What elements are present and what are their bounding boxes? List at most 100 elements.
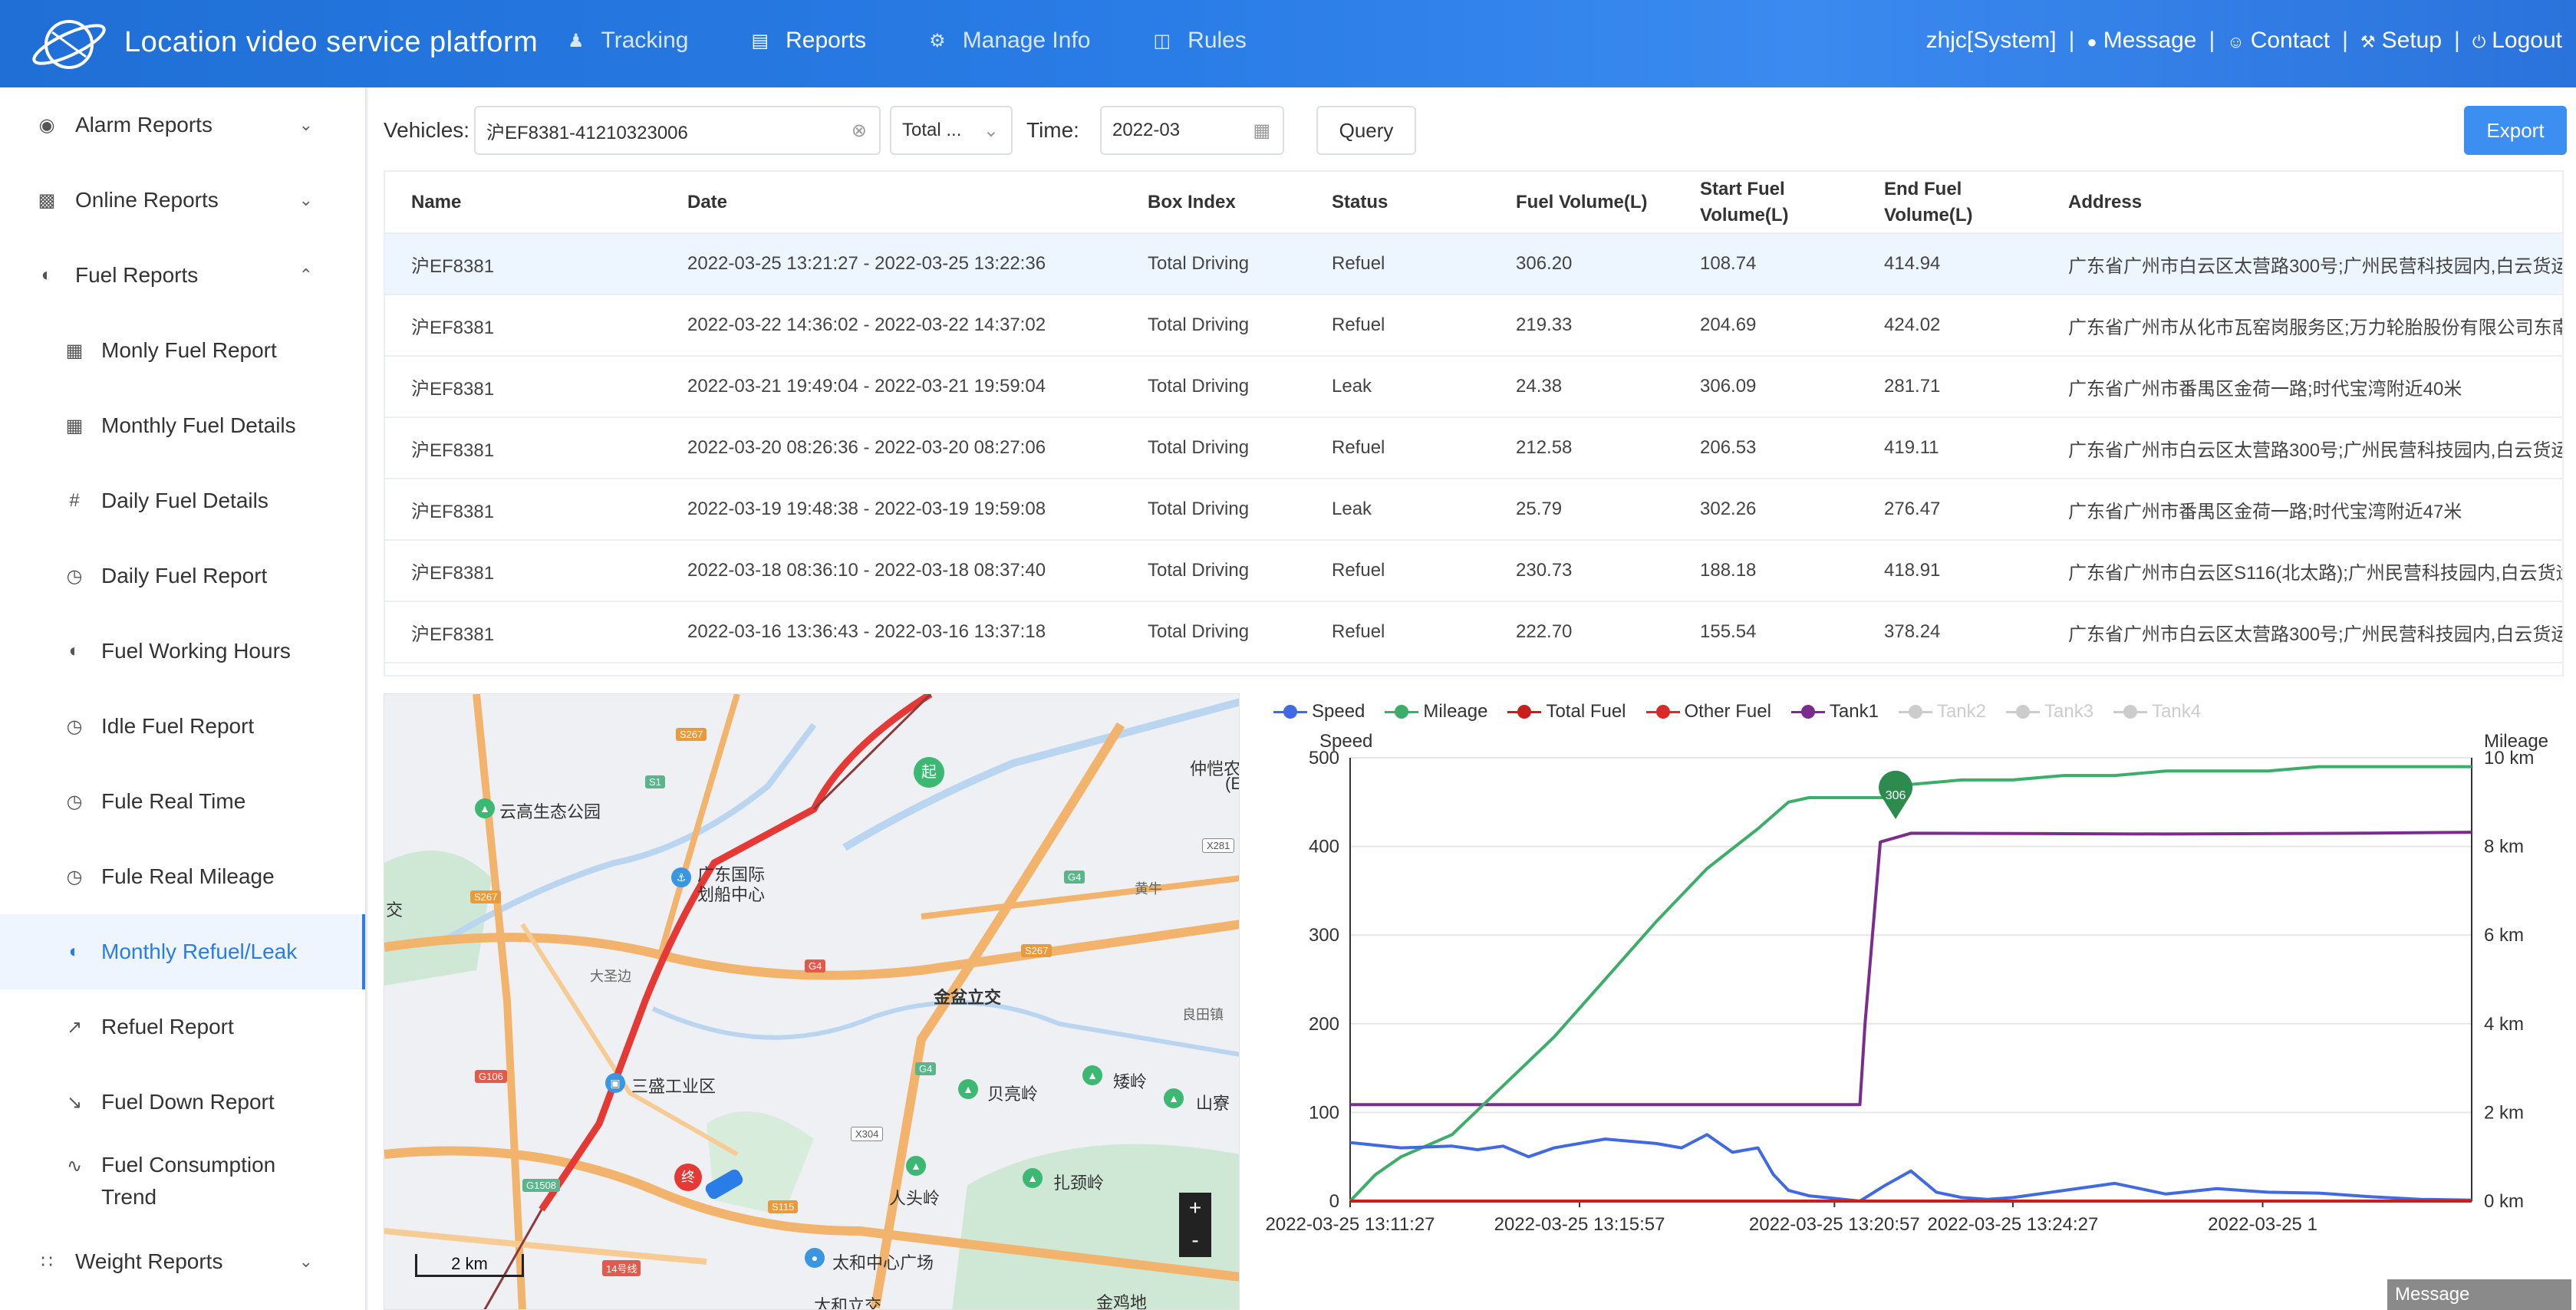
legend-item[interactable]: Mileage — [1385, 701, 1487, 722]
table-row[interactable]: 沪EF8381 2022-03-16 13:36:43 - 2022-03-16 … — [385, 601, 2562, 663]
legend-item[interactable]: Tank2 — [1898, 701, 1986, 722]
table-cell: 广东省广州市番禺区金荷一路;时代宝湾附近47米 — [2042, 479, 2562, 541]
boat-icon[interactable]: ⚓ — [671, 867, 691, 887]
message-link[interactable]: ● Message — [2087, 28, 2196, 54]
legend-item[interactable]: Other Fuel — [1645, 701, 1771, 722]
table-cell: Leak — [1306, 479, 1490, 541]
map-place-label: 大圣边 — [590, 969, 631, 984]
table-cell: 沪EF8381 — [385, 479, 661, 541]
column-header[interactable]: Box Index — [1122, 172, 1306, 234]
sidebar-group-label: Weight Reports — [75, 1249, 223, 1273]
table-row[interactable]: 沪EF8381 2022-03-19 19:48:38 - 2022-03-19 … — [385, 479, 2562, 541]
sidebar-item-monly-fuel-report[interactable]: ▦ Monly Fuel Report — [0, 313, 365, 388]
nav-rules[interactable]: ◫ Rules — [1153, 28, 1246, 54]
type-select[interactable]: Total ... ⌄ — [890, 106, 1013, 155]
legend-item[interactable]: Tank1 — [1790, 701, 1879, 722]
sidebar-group-online-reports[interactable]: ▩ Online Reports ⌄ — [0, 163, 365, 238]
sidebar-item-refuel-report[interactable]: ↗ Refuel Report — [0, 989, 365, 1065]
bar-chart-icon: ▩ — [38, 189, 56, 211]
table-row[interactable]: 沪EF8381 2022-03-22 14:36:02 - 2022-03-22 … — [385, 295, 2562, 357]
sidebar-item-label: Monthly Refuel/Leak — [101, 940, 298, 963]
vehicle-select[interactable]: 沪EF8381-41210323006 ⊗ — [474, 106, 881, 155]
mountain-icon[interactable]: ▲ — [906, 1156, 926, 1176]
column-header[interactable]: Start Fuel Volume(L) — [1674, 172, 1858, 234]
time-label: Time: — [1026, 118, 1079, 142]
table-cell: 沪EF8381 — [385, 295, 661, 357]
legend-item[interactable]: Tank4 — [2113, 701, 2201, 722]
route-start-marker[interactable]: 起 — [914, 757, 944, 788]
building-icon[interactable]: ▣ — [605, 1073, 625, 1093]
column-header[interactable]: End Fuel Volume(L) — [1858, 172, 2042, 234]
nav-reports[interactable]: ▤ Reports — [751, 28, 866, 54]
mountain-icon[interactable]: ▲ — [1164, 1088, 1184, 1108]
zoom-control: + - — [1179, 1193, 1211, 1257]
sidebar-item-monthly-fuel-details[interactable]: ▦ Monthly Fuel Details — [0, 388, 365, 463]
table-cell: Total Driving — [1122, 295, 1306, 357]
time-value: 2022-03 — [1112, 120, 1181, 140]
user-name[interactable]: zhjc[System] — [1925, 28, 2057, 53]
top-header: Location video service platform ♟ Tracki… — [0, 0, 2576, 87]
map-place-label: 太和中心广场 — [832, 1253, 934, 1272]
table-cell: 281.71 — [1858, 356, 2042, 418]
table-cell: 2022-03-20 08:26:36 - 2022-03-20 08:27:0… — [661, 417, 1122, 479]
table-row[interactable]: 沪EF8381 2022-03-21 19:49:04 - 2022-03-21 … — [385, 356, 2562, 418]
column-header[interactable]: Date — [661, 172, 1122, 234]
sidebar-item-fuel-down-report[interactable]: ↘ Fuel Down Report — [0, 1065, 365, 1140]
park-icon[interactable]: ▲ — [475, 798, 495, 818]
contact-link[interactable]: ☺ Contact — [2227, 28, 2330, 54]
route-map[interactable]: 云高生态公园 广东国际 划船中心 仲恺农 (E 黄牛 大圣边 金盆立交 良田镇 … — [384, 693, 1240, 1310]
sidebar-group-alarm-reports[interactable]: ◉ Alarm Reports ⌄ — [0, 87, 365, 163]
table-cell: 212.58 — [1490, 417, 1674, 479]
mountain-icon[interactable]: ▲ — [958, 1079, 978, 1099]
x-tick-label: 2022-03-25 13:11:27 — [1265, 1214, 1435, 1235]
legend-item[interactable]: Tank3 — [2006, 701, 2093, 722]
query-button[interactable]: Query — [1316, 106, 1416, 155]
road-tag: X304 — [851, 1127, 884, 1141]
sidebar-item-fuel-working-hours[interactable]: ◐ Fuel Working Hours — [0, 614, 365, 689]
legend-item[interactable]: Speed — [1273, 701, 1365, 722]
gauge-icon: ◐ — [68, 941, 81, 962]
table-row[interactable]: 沪EF8381 2022-03-20 08:26:36 - 2022-03-20 … — [385, 417, 2562, 479]
sidebar-item-daily-fuel-report[interactable]: ◷ Daily Fuel Report — [0, 538, 365, 614]
chevron-down-icon: ⌄ — [298, 190, 313, 209]
sidebar-item-fuel-consumption-trend[interactable]: ∿ Fuel Consumption Trend — [0, 1140, 365, 1224]
app-title: Location video service platform — [124, 26, 539, 58]
sidebar-item-daily-fuel-details[interactable]: # Daily Fuel Details — [0, 463, 365, 538]
month-picker[interactable]: 2022-03 ▦ — [1100, 106, 1284, 155]
plaza-icon[interactable]: ● — [805, 1248, 825, 1268]
message-float-button[interactable]: Message — [2387, 1279, 2571, 1310]
column-header[interactable]: Status — [1306, 172, 1490, 234]
legend-marker-icon — [1645, 704, 1680, 719]
zoom-in-button[interactable]: + — [1188, 1196, 1202, 1219]
sidebar-item-idle-fuel-report[interactable]: ◷ Idle Fuel Report — [0, 689, 365, 764]
route-end-marker[interactable]: 终 — [674, 1164, 702, 1191]
table-row[interactable]: 沪EF8381 2022-03-18 08:36:10 - 2022-03-18 … — [385, 540, 2562, 602]
sidebar: ◉ Alarm Reports ⌄ ▩ Online Reports ⌄ ◐ F… — [0, 87, 367, 1310]
sidebar-group-weight-reports[interactable]: ∷ Weight Reports ⌄ — [0, 1224, 365, 1299]
nav-manage-info[interactable]: ⚙ Manage Info — [929, 28, 1090, 54]
sidebar-item-monthly-refuel-leak[interactable]: ◐ Monthly Refuel/Leak — [0, 914, 365, 989]
sidebar-group-label: Fuel Reports — [75, 263, 199, 287]
legend-item[interactable]: Total Fuel — [1507, 701, 1626, 722]
column-header[interactable]: Address — [2042, 172, 2562, 234]
legend-label: Mileage — [1423, 701, 1488, 722]
alarm-icon: ◉ — [38, 114, 55, 136]
mountain-icon[interactable]: ▲ — [1082, 1065, 1102, 1085]
sidebar-item-fule-real-time[interactable]: ◷ Fule Real Time — [0, 764, 365, 839]
wrench-icon: ⚒ — [2360, 32, 2376, 51]
sidebar-item-fule-real-mileage[interactable]: ◷ Fule Real Mileage — [0, 839, 365, 914]
table-row[interactable]: 沪EF8381 2022-03-25 13:21:27 - 2022-03-25 … — [385, 233, 2562, 295]
export-button[interactable]: Export — [2464, 106, 2567, 155]
zoom-out-button[interactable]: - — [1191, 1228, 1199, 1252]
nav-tracking[interactable]: ♟ Tracking — [568, 28, 688, 54]
sidebar-group-fuel-reports[interactable]: ◐ Fuel Reports ⌃ — [0, 238, 365, 313]
y-left-tick-label: 500 — [1309, 748, 1339, 769]
clear-icon[interactable]: ⊗ — [851, 120, 867, 141]
column-header[interactable]: Name — [385, 172, 661, 234]
mountain-icon[interactable]: ▲ — [1023, 1168, 1043, 1188]
map-place-label: 金盆立交 — [934, 988, 1002, 1007]
setup-link[interactable]: ⚒ Setup — [2360, 28, 2442, 54]
top-nav: ♟ Tracking ▤ Reports ⚙ Manage Info ◫ Rul… — [568, 28, 1309, 54]
column-header[interactable]: Fuel Volume(L) — [1490, 172, 1674, 234]
logout-link[interactable]: ⏻ Logout — [2472, 28, 2562, 54]
